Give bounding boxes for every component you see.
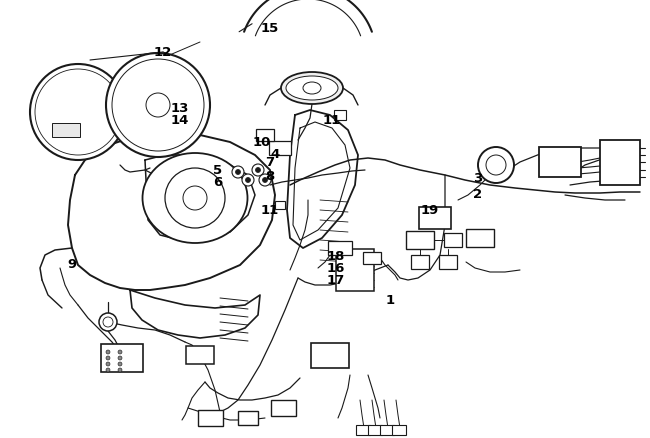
Bar bbox=[368, 425, 382, 435]
Bar bbox=[270, 400, 296, 416]
Text: 9: 9 bbox=[68, 258, 77, 272]
Bar bbox=[356, 425, 370, 435]
Ellipse shape bbox=[281, 72, 343, 104]
Circle shape bbox=[118, 368, 122, 372]
Text: 19: 19 bbox=[421, 204, 439, 216]
Ellipse shape bbox=[303, 82, 321, 94]
Circle shape bbox=[118, 356, 122, 360]
Text: 18: 18 bbox=[327, 250, 345, 262]
Circle shape bbox=[263, 177, 268, 183]
Circle shape bbox=[183, 186, 207, 210]
Circle shape bbox=[478, 147, 514, 183]
Polygon shape bbox=[125, 65, 150, 94]
Circle shape bbox=[106, 356, 110, 360]
Polygon shape bbox=[166, 65, 190, 94]
Bar bbox=[311, 343, 349, 367]
Bar bbox=[198, 410, 222, 426]
Bar bbox=[334, 110, 346, 120]
Circle shape bbox=[99, 313, 117, 331]
Text: 17: 17 bbox=[327, 273, 345, 286]
Bar bbox=[238, 411, 258, 425]
Circle shape bbox=[103, 317, 113, 327]
Circle shape bbox=[106, 53, 210, 157]
Circle shape bbox=[30, 64, 126, 160]
Circle shape bbox=[486, 155, 506, 175]
Text: 3: 3 bbox=[473, 172, 482, 184]
Bar bbox=[336, 249, 374, 291]
Circle shape bbox=[118, 362, 122, 366]
Bar bbox=[328, 241, 352, 255]
Bar bbox=[444, 233, 462, 247]
Polygon shape bbox=[114, 110, 145, 127]
Bar bbox=[419, 207, 451, 229]
Bar bbox=[439, 255, 457, 269]
Text: 16: 16 bbox=[327, 261, 345, 275]
Circle shape bbox=[112, 59, 204, 151]
Bar bbox=[380, 425, 394, 435]
Circle shape bbox=[106, 368, 110, 372]
Circle shape bbox=[242, 174, 254, 186]
Bar bbox=[363, 252, 381, 264]
Text: 14: 14 bbox=[171, 113, 189, 127]
Circle shape bbox=[246, 177, 250, 183]
Text: 10: 10 bbox=[253, 135, 271, 148]
Text: 15: 15 bbox=[261, 21, 279, 35]
Text: 11: 11 bbox=[261, 204, 279, 216]
Text: 11: 11 bbox=[323, 113, 341, 127]
Circle shape bbox=[118, 350, 122, 354]
Bar bbox=[406, 231, 434, 249]
Text: 2: 2 bbox=[473, 188, 482, 201]
Text: 6: 6 bbox=[213, 176, 222, 188]
Text: 7: 7 bbox=[265, 156, 274, 170]
Text: 13: 13 bbox=[171, 102, 189, 114]
Ellipse shape bbox=[142, 153, 248, 243]
Circle shape bbox=[255, 167, 261, 173]
Circle shape bbox=[235, 170, 240, 174]
Bar bbox=[256, 129, 274, 141]
Bar bbox=[101, 344, 143, 372]
Bar bbox=[600, 139, 640, 184]
Text: 5: 5 bbox=[213, 163, 222, 177]
Bar bbox=[392, 425, 406, 435]
Circle shape bbox=[106, 362, 110, 366]
Circle shape bbox=[232, 166, 244, 178]
Ellipse shape bbox=[286, 76, 338, 100]
Polygon shape bbox=[172, 110, 202, 127]
Bar bbox=[52, 123, 80, 137]
Polygon shape bbox=[150, 119, 167, 148]
Bar bbox=[269, 141, 291, 155]
Bar bbox=[275, 201, 285, 209]
Text: 1: 1 bbox=[385, 293, 395, 307]
Text: 12: 12 bbox=[154, 46, 172, 59]
Circle shape bbox=[165, 168, 225, 228]
Circle shape bbox=[252, 164, 264, 176]
Bar bbox=[539, 147, 581, 177]
Circle shape bbox=[259, 174, 271, 186]
Circle shape bbox=[35, 69, 121, 155]
Bar bbox=[186, 346, 214, 364]
Circle shape bbox=[106, 350, 110, 354]
Bar bbox=[411, 255, 429, 269]
Bar bbox=[466, 229, 494, 247]
Text: 4: 4 bbox=[270, 148, 280, 162]
Circle shape bbox=[146, 93, 170, 117]
Text: 8: 8 bbox=[265, 170, 274, 183]
